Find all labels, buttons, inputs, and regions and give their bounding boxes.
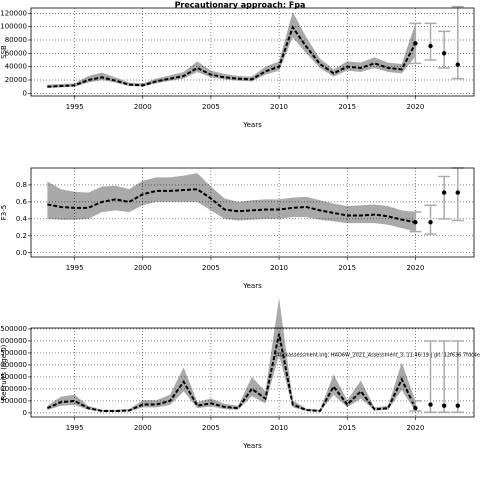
y-axis-label: F3-5: [0, 205, 8, 220]
projection-point: [428, 220, 433, 225]
x-tick-label: 1995: [66, 264, 84, 272]
confidence-band: [47, 12, 416, 88]
y-tick-label: 80000: [5, 36, 27, 44]
x-tick-label: 2020: [406, 424, 424, 432]
projection-point: [428, 402, 433, 407]
x-tick-label: 2000: [134, 424, 152, 432]
x-tick-label: 1995: [66, 424, 84, 432]
projection-point: [455, 62, 460, 67]
error-bar: [424, 204, 437, 235]
x-tick-label: 1995: [66, 103, 84, 111]
x-tick-label: 2010: [270, 424, 288, 432]
projection-point: [413, 405, 418, 411]
confidence-band: [47, 173, 416, 232]
x-tick-label: 2005: [202, 264, 220, 272]
estimate-line: [47, 188, 416, 224]
y-tick-label: 1000000: [0, 385, 27, 393]
x-tick-label: 2000: [134, 103, 152, 111]
projection-point: [441, 190, 447, 195]
error-bar: [424, 22, 437, 61]
error-bar: [438, 175, 451, 220]
y-axis-label: Recruits (age 0): [0, 344, 8, 400]
annotation: stockassessment.org, HAD6W_2021_Assessme…: [275, 353, 480, 359]
x-axis-label: Years: [242, 282, 262, 290]
x-tick-label: 2020: [406, 264, 424, 272]
x-axis-label: Years: [242, 442, 262, 450]
y-tick-label: 20000: [5, 76, 27, 84]
y-tick-label: 60000: [5, 49, 27, 57]
error-bar: [438, 30, 451, 69]
y-tick-label: 0.0: [16, 249, 27, 257]
y-axis-label: SSB: [0, 45, 8, 59]
error-bar: [451, 5, 464, 80]
x-tick-label: 2005: [202, 424, 220, 432]
estimate-line: [46, 333, 417, 413]
projection-point: [455, 190, 460, 195]
chart-title: Precautionary approach: Fpa: [175, 1, 306, 10]
y-tick-label: 3500000: [0, 325, 27, 333]
error-bar: [451, 340, 464, 413]
y-tick-label: 0: [23, 89, 27, 97]
projection-point: [413, 220, 418, 225]
x-tick-label: 2015: [338, 264, 356, 272]
y-tick-label: 500000: [0, 397, 27, 405]
x-tick-label: 2010: [270, 103, 288, 111]
plot-frame: [30, 327, 475, 418]
x-tick-label: 2005: [202, 103, 220, 111]
x-tick-label: 2020: [406, 103, 424, 111]
y-tick-label: 0: [23, 409, 27, 417]
y-tick-label: 0.4: [16, 215, 28, 223]
y-tick-label: 0.6: [16, 198, 28, 206]
x-tick-label: 2010: [270, 264, 288, 272]
x-tick-label: 2000: [134, 264, 152, 272]
plot-frame: [30, 167, 475, 258]
y-tick-label: 100000: [0, 23, 27, 31]
projection-point: [441, 403, 447, 408]
estimate-line: [47, 25, 417, 88]
y-tick-label: 3000000: [0, 337, 27, 345]
projection-point: [413, 41, 418, 46]
y-tick-label: 2000000: [0, 361, 27, 369]
y-tick-label: 1500000: [0, 373, 27, 381]
projection-point: [455, 403, 460, 408]
y-tick-label: 2500000: [0, 349, 27, 357]
y-tick-label: 0.2: [16, 232, 27, 240]
y-tick-label: 0.8: [16, 181, 27, 189]
projection-point: [441, 51, 447, 56]
plot-frame: [30, 7, 475, 97]
y-tick-label: 120000: [0, 9, 27, 17]
projection-point: [428, 43, 433, 49]
x-tick-label: 2015: [338, 103, 356, 111]
error-bar: [424, 340, 437, 413]
x-tick-label: 2015: [338, 424, 356, 432]
x-axis-label: Years: [242, 121, 262, 129]
error-bar: [438, 340, 451, 413]
y-tick-label: 40000: [5, 63, 27, 71]
